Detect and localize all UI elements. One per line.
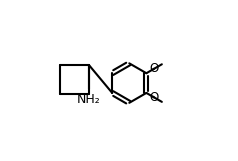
Text: O: O xyxy=(149,91,159,104)
Text: O: O xyxy=(149,62,159,75)
Text: NH₂: NH₂ xyxy=(77,93,101,106)
